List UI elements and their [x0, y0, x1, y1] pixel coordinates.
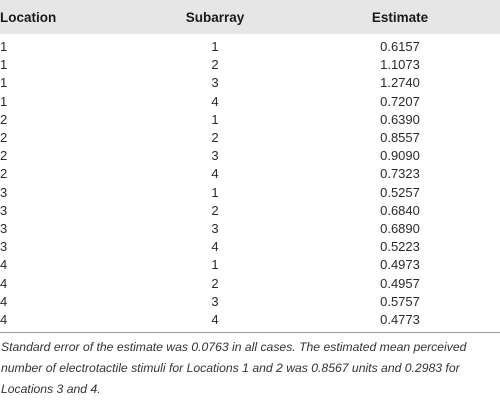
table-footnote: Standard error of the estimate was 0.076… [1, 340, 467, 397]
header-estimate: Estimate [371, 9, 429, 25]
table-row: 2 1 0.6390 [0, 111, 500, 129]
cell-location: 2 [0, 130, 8, 146]
cell-estimate: 0.7207 [380, 93, 420, 109]
cell-estimate: 0.7323 [380, 166, 420, 182]
cell-subarray: 1 [211, 257, 219, 273]
cell-estimate: 0.6390 [380, 111, 420, 127]
table-row: 1 3 1.2740 [0, 74, 500, 92]
table-row: 4 4 0.4773 [0, 311, 500, 334]
cell-location: 3 [0, 239, 8, 255]
estimates-table: Location Subarray Estimate 1 1 0.6157 1 2 1.1… [0, 0, 500, 334]
cell-estimate: 0.5257 [380, 184, 420, 200]
cell-location: 3 [0, 184, 8, 200]
table-row: 3 2 0.6840 [0, 202, 500, 220]
header-subarray: Subarray [185, 9, 245, 25]
cell-subarray: 2 [211, 275, 219, 291]
cell-subarray: 2 [211, 202, 219, 218]
cell-location: 4 [0, 257, 8, 273]
cell-location: 2 [0, 166, 8, 182]
cell-estimate: 0.6157 [380, 39, 420, 54]
table-row: 4 1 0.4973 [0, 256, 500, 274]
table-row: 1 1 0.6157 [0, 34, 500, 56]
cell-subarray: 3 [211, 75, 219, 91]
cell-estimate: 0.6890 [380, 221, 420, 237]
cell-subarray: 4 [211, 93, 219, 109]
cell-estimate: 0.4973 [380, 257, 420, 273]
table-row: 1 2 1.1073 [0, 56, 500, 74]
cell-estimate: 0.4773 [300, 311, 500, 334]
cell-location: 1 [0, 57, 8, 73]
cell-location: 4 [0, 275, 8, 291]
cell-subarray: 3 [211, 148, 219, 164]
cell-estimate: 1.1073 [380, 57, 420, 73]
table-row: 2 3 0.9090 [0, 147, 500, 165]
cell-estimate: 0.9090 [380, 148, 420, 164]
cell-estimate: 0.4957 [380, 275, 420, 291]
table-row: 2 2 0.8557 [0, 129, 500, 147]
cell-subarray: 4 [211, 239, 219, 255]
cell-subarray: 1 [211, 39, 219, 54]
table-row: 3 4 0.5223 [0, 238, 500, 256]
table-row: 3 1 0.5257 [0, 184, 500, 202]
cell-subarray: 3 [211, 221, 219, 237]
cell-estimate: 0.5223 [380, 239, 420, 255]
table-row: 4 2 0.4957 [0, 275, 500, 293]
table-row: 1 4 0.7207 [0, 93, 500, 111]
cell-estimate: 1.2740 [380, 75, 420, 91]
cell-location: 3 [0, 202, 8, 218]
table-row: 3 3 0.6890 [0, 220, 500, 238]
cell-location: 2 [0, 148, 8, 164]
header-location: Location [0, 9, 57, 25]
cell-location: 1 [0, 39, 8, 54]
cell-location: 4 [0, 311, 130, 334]
cell-subarray: 2 [211, 130, 219, 146]
cell-location: 2 [0, 111, 8, 127]
cell-estimate: 0.8557 [380, 130, 420, 146]
table-header: Location Subarray Estimate [0, 0, 500, 34]
cell-subarray: 2 [211, 57, 219, 73]
table-row: 2 4 0.7323 [0, 165, 500, 183]
cell-estimate: 0.6840 [380, 202, 420, 218]
cell-subarray: 4 [130, 311, 300, 334]
cell-location: 4 [0, 293, 8, 309]
header-row: Location Subarray Estimate [0, 0, 500, 34]
table-body: 1 1 0.6157 1 2 1.1073 1 3 1.2740 1 4 0.7207 2 1 0.6390… [0, 34, 500, 334]
cell-subarray: 4 [211, 166, 219, 182]
cell-subarray: 1 [211, 184, 219, 200]
cell-estimate: 0.5757 [380, 293, 420, 309]
cell-subarray: 1 [211, 111, 219, 127]
table-row: 4 3 0.5757 [0, 293, 500, 311]
cell-subarray: 3 [211, 293, 219, 309]
cell-location: 3 [0, 221, 8, 237]
cell-location: 1 [0, 93, 8, 109]
cell-location: 1 [0, 75, 8, 91]
